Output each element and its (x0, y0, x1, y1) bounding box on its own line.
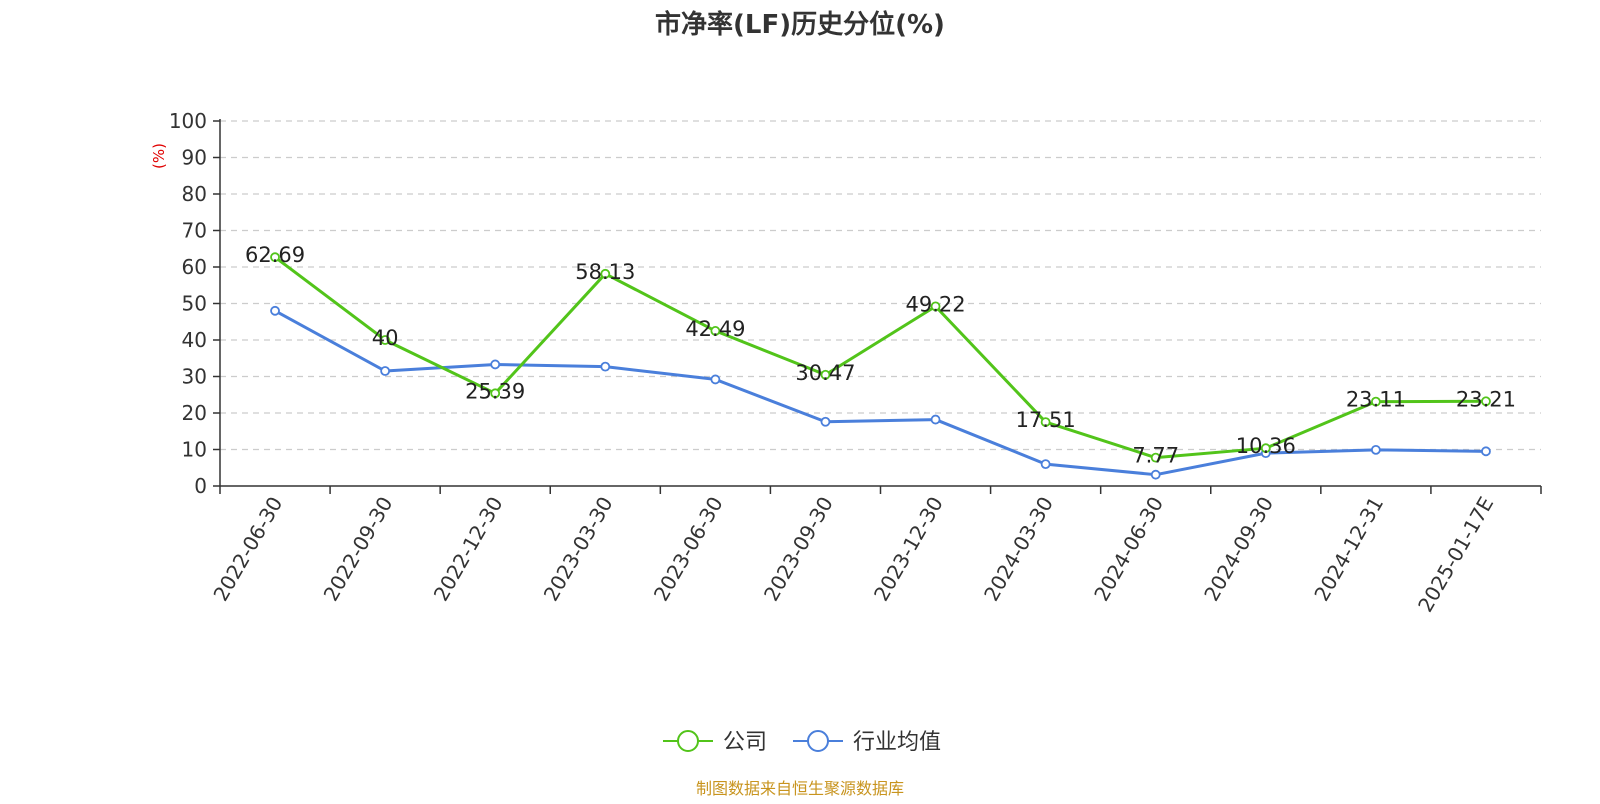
point-s1-1 (380, 366, 391, 376)
point-s0-2 (490, 388, 501, 399)
data-label-8: 7.77 (1132, 444, 1179, 468)
x-tick-label-2023-09-30: 2023-09-30 (759, 493, 838, 606)
point-s1-7 (1040, 459, 1051, 470)
data-label-10: 23.11 (1346, 388, 1406, 412)
series-lines (270, 252, 1491, 480)
x-tick-label-2023-03-30: 2023-03-30 (539, 493, 618, 606)
point-s1-3 (600, 361, 611, 372)
point-s0-1 (380, 335, 391, 345)
point-s0-3 (600, 268, 611, 279)
x-tick-label-2025-01-17E: 2025-01-17E (1413, 493, 1498, 617)
x-tick-label-2022-12-30: 2022-12-30 (429, 493, 508, 606)
point-s0-7 (1040, 417, 1051, 427)
y-tick-label-50: 50 (182, 292, 207, 316)
point-s1-5 (820, 416, 831, 427)
chart-title: 市净率(LF)历史分位(%) (655, 9, 945, 40)
y-tick-label-90: 90 (182, 146, 207, 170)
data-label-4: 42.49 (685, 317, 745, 341)
point-s1-0 (270, 305, 280, 316)
point-s1-2 (490, 359, 501, 370)
y-tick-label-70: 70 (182, 219, 207, 243)
data-label-9: 10.36 (1236, 434, 1296, 458)
x-tick-label-2023-12-30: 2023-12-30 (869, 493, 948, 606)
y-tick-label-80: 80 (182, 182, 207, 206)
data-label-5: 30.47 (795, 361, 855, 385)
point-s0-5 (820, 369, 831, 380)
grid-lines (220, 120, 1541, 451)
x-tick-label-2022-06-30: 2022-06-30 (208, 493, 287, 606)
y-axis-unit-label: (%) (150, 143, 168, 169)
legend-label-0: 公司 (723, 730, 767, 755)
data-labels: 62.69 40 25.39 58.13 42.49 30.47 49.22 17.51 7.7… (245, 243, 1516, 467)
x-tick-label-2024-06-30: 2024-06-30 (1089, 493, 1168, 606)
data-label-0: 62.69 (245, 243, 305, 267)
point-s0-6 (930, 301, 941, 312)
data-label-7: 17.51 (1016, 408, 1076, 432)
x-tick-label-2022-09-30: 2022-09-30 (319, 493, 398, 606)
point-s0-4 (710, 326, 721, 336)
data-label-1: 40 (372, 326, 399, 350)
point-s1-6 (930, 414, 941, 425)
x-tick-label-2023-06-30: 2023-06-30 (649, 493, 728, 606)
y-tick-label-40: 40 (182, 328, 207, 352)
legend-marker-0 (677, 730, 699, 752)
x-tick-label-2024-09-30: 2024-09-30 (1199, 493, 1278, 606)
y-tick-label-30: 30 (182, 365, 207, 389)
x-tick-label-2024-12-31: 2024-12-31 (1309, 493, 1388, 606)
data-label-6: 49.22 (905, 292, 965, 316)
y-tick-label-100: 100 (169, 109, 207, 133)
point-s0-11 (1481, 396, 1491, 407)
point-s1-10 (1370, 444, 1381, 455)
point-s0-8 (1150, 452, 1161, 463)
point-s1-11 (1481, 446, 1491, 457)
data-label-2: 25.39 (465, 379, 525, 403)
point-s1-4 (710, 374, 721, 385)
point-s0-9 (1260, 443, 1271, 454)
point-s0-10 (1370, 396, 1381, 407)
series-line-0 (274, 255, 1486, 460)
y-tick-label-60: 60 (182, 255, 207, 279)
point-s1-8 (1150, 469, 1161, 480)
point-s0-0 (270, 252, 280, 263)
y-tick-label-20: 20 (182, 401, 207, 425)
legend: 公司 行业均值 (663, 730, 941, 755)
series-line-1 (274, 309, 1486, 477)
data-label-3: 58.13 (575, 260, 635, 284)
source-note: 制图数据来自恒生聚源数据库 (696, 779, 904, 798)
y-tick-label-10: 10 (182, 438, 207, 462)
legend-marker-1 (807, 730, 829, 752)
y-tick-label-0: 0 (194, 474, 207, 498)
x-tick-label-2024-03-30: 2024-03-30 (979, 493, 1058, 606)
legend-label-1: 行业均值 (853, 730, 941, 755)
data-label-11: 23.21 (1456, 387, 1516, 411)
